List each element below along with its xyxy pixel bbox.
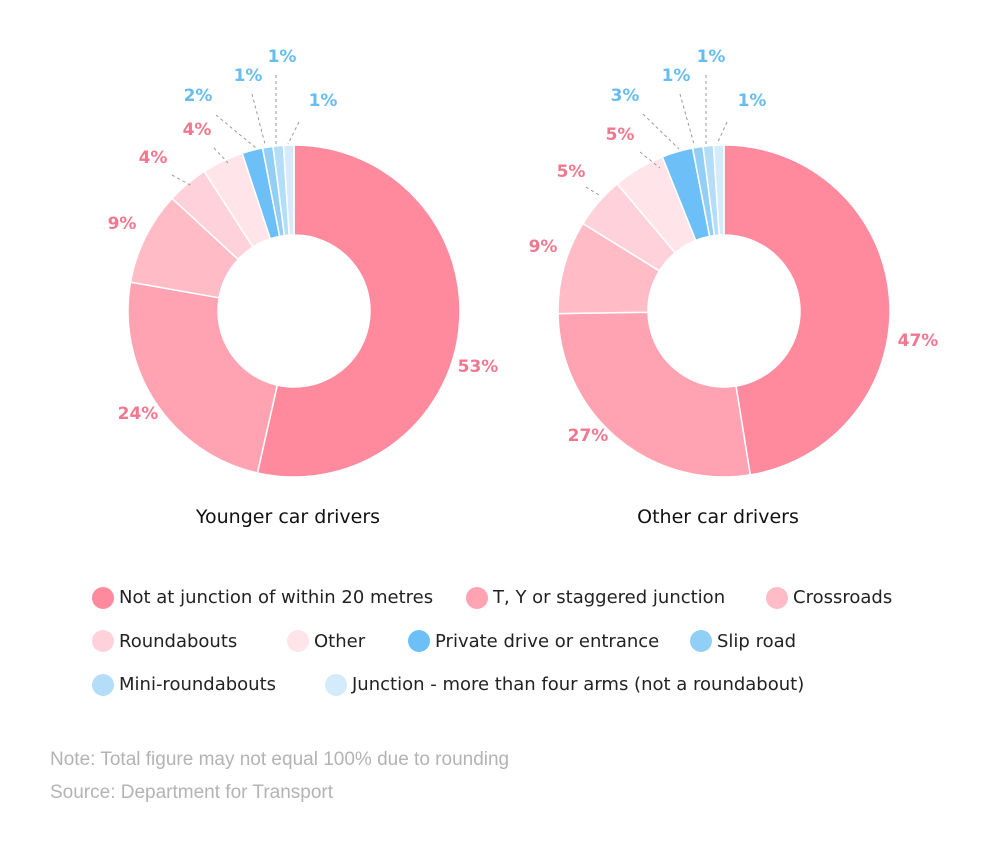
slice-label: 4% (139, 148, 168, 168)
legend-swatch (690, 630, 712, 653)
leader-line (642, 113, 680, 150)
slice-label: 1% (662, 66, 691, 86)
slice-label: 3% (611, 86, 640, 106)
slice-label: 53% (458, 357, 499, 377)
donut-chart-2: 47% 27% 9% 5% 5% 3% 1% 1% 1% Other car drivers (529, 47, 939, 528)
legend-swatch (287, 630, 309, 653)
slice-label: 5% (606, 125, 635, 145)
legend-swatch (92, 673, 114, 696)
legend-label: Junction - more than four arms (not a ro… (352, 674, 805, 696)
legend-swatch (408, 630, 430, 653)
leader-line (716, 121, 728, 145)
legend-row-3: Mini-roundabouts Junction - more than fo… (92, 663, 952, 707)
legend-item-mini-roundabouts: Mini-roundabouts (92, 673, 325, 696)
slice-label: 1% (268, 47, 297, 67)
leader-line (287, 121, 300, 145)
slice-label: 1% (738, 91, 767, 111)
legend-swatch (92, 630, 114, 653)
legend-row-2: Roundabouts Other Private drive or entra… (92, 620, 952, 664)
legend-label: Private drive or entrance (435, 630, 660, 652)
leader-line (251, 93, 266, 145)
legend-item-other: Other (287, 630, 408, 653)
donut-charts: 53%24%9%4%4%2%1%1%1%Younger car drivers4… (108, 47, 939, 528)
legend-item-junction-four-arms: Junction - more than four arms (not a ro… (325, 673, 805, 696)
slice-label: 9% (108, 214, 137, 234)
slice-label: 47% (898, 331, 939, 351)
legend-label: Crossroads (793, 587, 893, 609)
legend-swatch (466, 586, 488, 609)
chart-title: Younger car drivers (195, 506, 380, 528)
legend-label: Other (314, 630, 366, 652)
legend-item-private-drive: Private drive or entrance (408, 630, 690, 653)
legend-item-crossroads: Crossroads (766, 586, 893, 609)
chart-title: Other car drivers (637, 506, 799, 528)
legend-item-not-at-junction: Not at junction of within 20 metres (92, 586, 466, 609)
legend: Not at junction of within 20 metres T, Y… (92, 576, 952, 707)
leader-line (639, 151, 661, 169)
legend-row-1: Not at junction of within 20 metres T, Y… (92, 576, 952, 620)
donut-slice (127, 281, 279, 474)
donut-slice (723, 144, 891, 476)
slice-label: 2% (184, 86, 213, 106)
slice-label: 5% (557, 162, 586, 182)
legend-label: T, Y or staggered junction (493, 587, 726, 609)
donut-slice (256, 144, 461, 478)
leader-line (171, 174, 193, 187)
slice-label: 1% (309, 91, 338, 111)
legend-item-t-y-staggered: T, Y or staggered junction (466, 586, 766, 609)
legend-swatch (92, 586, 114, 609)
donut-slice (712, 144, 725, 236)
footnote-rounding: Note: Total figure may not equal 100% du… (50, 749, 510, 770)
donut-slice (557, 311, 752, 478)
slice-label: 1% (234, 66, 263, 86)
legend-item-roundabouts: Roundabouts (92, 630, 287, 653)
footnote-source: Source: Department for Transport (50, 782, 334, 803)
legend-label: Slip road (717, 630, 797, 652)
leader-line (585, 186, 600, 196)
slice-label: 27% (568, 426, 609, 446)
legend-label: Roundabouts (119, 630, 238, 652)
slice-label: 4% (183, 120, 212, 140)
slice-label: 1% (697, 47, 726, 67)
slice-label: 24% (118, 404, 159, 424)
donut-slice (282, 144, 295, 236)
legend-label: Not at junction of within 20 metres (119, 587, 434, 609)
legend-item-slip-road: Slip road (690, 630, 797, 653)
slice-label: 9% (529, 237, 558, 257)
legend-swatch (325, 673, 347, 696)
legend-swatch (766, 586, 788, 609)
legend-label: Mini-roundabouts (119, 674, 277, 696)
leader-line (679, 93, 695, 145)
donut-chart-1: 53%24%9%4%4%2%1%1%1%Younger car drivers (108, 47, 499, 528)
leader-line (215, 114, 257, 149)
